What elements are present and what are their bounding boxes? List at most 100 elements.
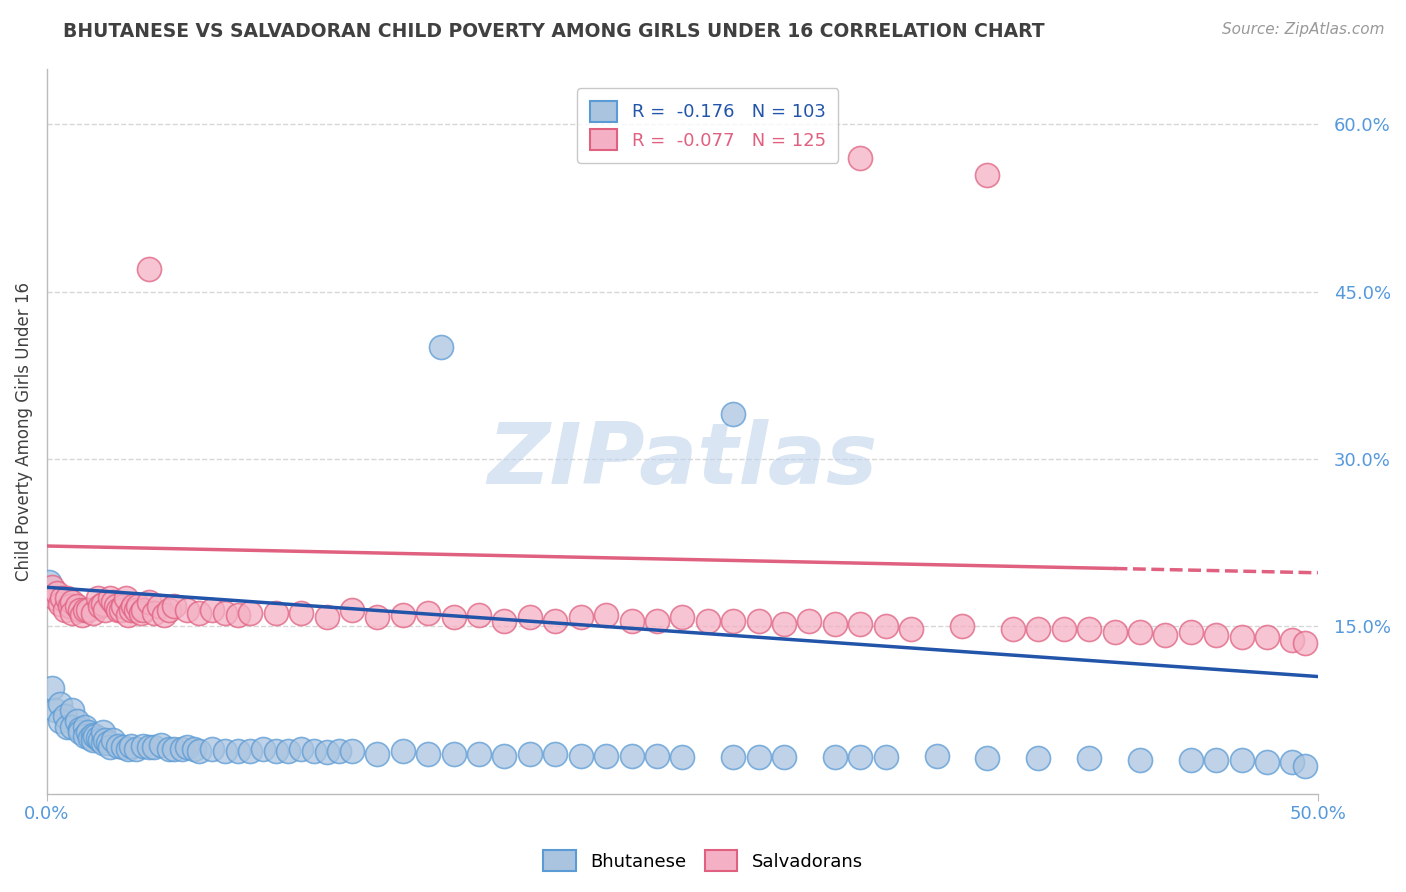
Point xyxy=(976,751,998,765)
Point xyxy=(340,744,363,758)
Point xyxy=(391,744,413,758)
Point xyxy=(138,262,160,277)
Point xyxy=(138,595,160,609)
Point xyxy=(239,606,262,620)
Point xyxy=(112,739,135,754)
Legend: Bhutanese, Salvadorans: Bhutanese, Salvadorans xyxy=(536,843,870,879)
Point xyxy=(226,744,249,758)
Point xyxy=(925,748,948,763)
Point xyxy=(44,703,66,717)
Y-axis label: Child Poverty Among Girls Under 16: Child Poverty Among Girls Under 16 xyxy=(15,282,32,581)
Point xyxy=(519,610,541,624)
Point xyxy=(519,747,541,761)
Point xyxy=(849,151,872,165)
Point xyxy=(38,574,60,589)
Point xyxy=(188,744,211,758)
Point xyxy=(82,733,104,747)
Point xyxy=(89,733,111,747)
Point xyxy=(264,744,287,758)
Point xyxy=(315,745,337,759)
Point xyxy=(129,606,152,620)
Text: Source: ZipAtlas.com: Source: ZipAtlas.com xyxy=(1222,22,1385,37)
Point xyxy=(1026,622,1049,636)
Point xyxy=(824,617,846,632)
Point xyxy=(773,617,796,632)
Point xyxy=(494,748,516,763)
Point xyxy=(101,595,124,609)
Point xyxy=(138,739,160,754)
Point xyxy=(1281,632,1303,647)
Point xyxy=(1026,751,1049,765)
Point xyxy=(1256,631,1278,645)
Point xyxy=(1230,631,1253,645)
Point xyxy=(418,747,440,761)
Point xyxy=(1256,756,1278,770)
Point xyxy=(201,742,224,756)
Point xyxy=(117,608,139,623)
Point xyxy=(773,749,796,764)
Point xyxy=(104,599,127,614)
Point xyxy=(1154,628,1177,642)
Point xyxy=(48,714,70,728)
Point xyxy=(53,708,76,723)
Point xyxy=(544,614,567,628)
Point xyxy=(82,606,104,620)
Point xyxy=(391,608,413,623)
Point xyxy=(73,602,96,616)
Point xyxy=(1078,751,1101,765)
Point xyxy=(94,733,117,747)
Point xyxy=(100,739,122,754)
Point xyxy=(157,742,180,756)
Point xyxy=(73,729,96,743)
Point xyxy=(60,606,83,620)
Point xyxy=(900,622,922,636)
Point xyxy=(799,614,821,628)
Point xyxy=(66,714,89,728)
Point xyxy=(56,591,79,606)
Point xyxy=(79,731,101,745)
Point xyxy=(163,599,186,614)
Point xyxy=(430,340,453,354)
Point xyxy=(748,614,770,628)
Point xyxy=(122,599,145,614)
Point xyxy=(114,591,136,606)
Point xyxy=(595,608,617,623)
Point xyxy=(48,597,70,611)
Point xyxy=(1104,624,1126,639)
Point xyxy=(56,720,79,734)
Point xyxy=(69,602,91,616)
Point xyxy=(468,608,491,623)
Point xyxy=(239,744,262,758)
Point xyxy=(94,602,117,616)
Point xyxy=(112,599,135,614)
Point xyxy=(72,608,94,623)
Point xyxy=(302,744,325,758)
Point xyxy=(875,619,897,633)
Point xyxy=(1053,622,1076,636)
Point xyxy=(214,606,236,620)
Legend: R =  -0.176   N = 103, R =  -0.077   N = 125: R = -0.176 N = 103, R = -0.077 N = 125 xyxy=(578,88,838,162)
Point xyxy=(277,744,299,758)
Point xyxy=(671,610,693,624)
Point xyxy=(1180,753,1202,767)
Point xyxy=(60,595,83,609)
Point xyxy=(170,742,193,756)
Point xyxy=(443,747,465,761)
Point xyxy=(1078,622,1101,636)
Point xyxy=(117,742,139,756)
Point xyxy=(60,703,83,717)
Point xyxy=(120,739,142,753)
Point xyxy=(645,614,668,628)
Point xyxy=(66,599,89,614)
Point xyxy=(1294,759,1316,773)
Point xyxy=(290,742,312,756)
Point xyxy=(366,747,388,761)
Point xyxy=(101,733,124,747)
Point xyxy=(91,597,114,611)
Point xyxy=(544,747,567,761)
Point xyxy=(125,602,148,616)
Point xyxy=(620,748,643,763)
Point xyxy=(645,748,668,763)
Point xyxy=(1281,756,1303,770)
Point xyxy=(696,614,718,628)
